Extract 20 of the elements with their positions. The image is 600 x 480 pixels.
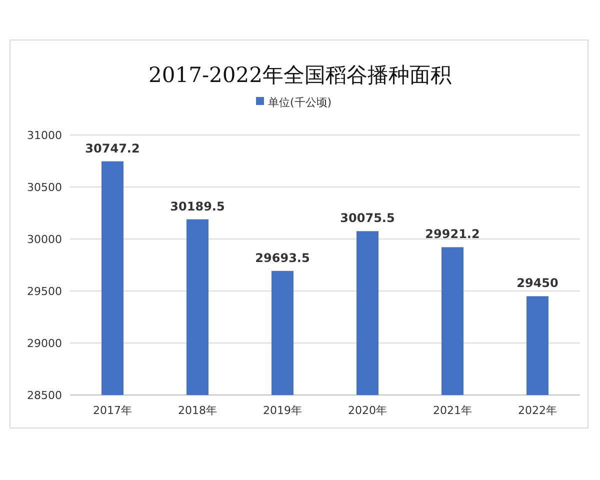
y-tick-label: 29000 xyxy=(27,337,62,350)
data-label: 29693.5 xyxy=(255,250,310,265)
x-tick-label: 2017年 xyxy=(93,404,132,417)
data-label: 30075.5 xyxy=(340,211,395,226)
chart-title: 2017-2022年全国稻谷播种面积 xyxy=(148,63,452,87)
y-tick-label: 28500 xyxy=(27,389,62,402)
x-tick-label: 2018年 xyxy=(178,404,217,417)
x-tick-label: 2022年 xyxy=(518,404,557,417)
y-tick-label: 31000 xyxy=(27,129,62,142)
y-tick-label: 29500 xyxy=(27,285,62,298)
data-label: 29921.2 xyxy=(425,227,480,242)
x-tick-label: 2019年 xyxy=(263,404,302,417)
y-tick-label: 30500 xyxy=(27,181,62,194)
data-label: 30747.2 xyxy=(85,141,140,156)
data-label: 30189.5 xyxy=(170,199,225,214)
y-tick-label: 30000 xyxy=(27,233,62,246)
x-tick-label: 2021年 xyxy=(433,404,472,417)
x-tick-label: 2020年 xyxy=(348,404,387,417)
legend-label: 单位(千公顷) xyxy=(268,96,332,109)
data-label: 29450 xyxy=(516,276,558,290)
